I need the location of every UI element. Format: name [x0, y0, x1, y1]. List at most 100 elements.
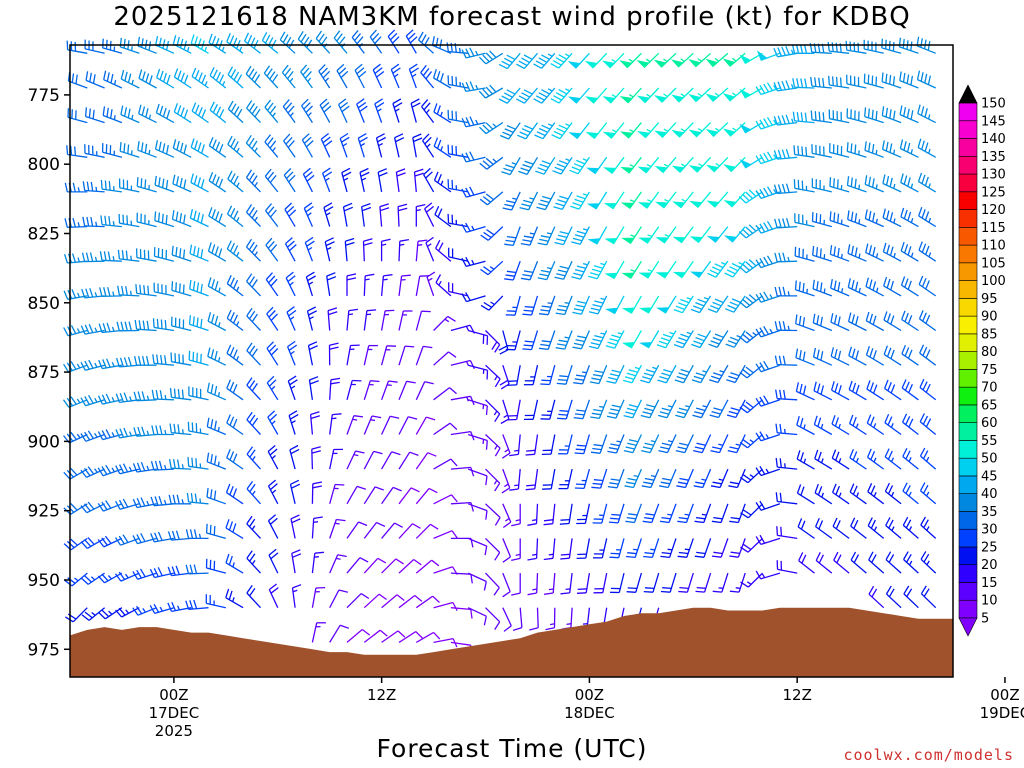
colorbar-segment [958, 120, 978, 139]
colorbar-segment [958, 422, 978, 441]
wind-barb [706, 191, 729, 208]
wind-barb [99, 251, 122, 262]
wind-barb [189, 208, 209, 228]
wind-barb [133, 356, 157, 366]
wind-barb [848, 414, 867, 436]
wind-barb [739, 364, 763, 379]
wind-barb [450, 501, 475, 512]
wind-barb [415, 310, 431, 331]
wind-barb [584, 52, 608, 69]
wind-barb [171, 210, 192, 228]
wind-barb [433, 422, 458, 436]
wind-barb [722, 52, 746, 67]
wind-barb [688, 52, 712, 68]
wind-barb [543, 503, 556, 526]
wind-barb [740, 572, 763, 588]
wind-barb [504, 226, 521, 247]
wind-barb [567, 87, 590, 104]
wind-barb [363, 593, 387, 609]
wind-barb [864, 209, 884, 228]
wind-barb [283, 133, 296, 158]
colorbar-label: 130 [981, 168, 1006, 183]
wind-barb [363, 629, 388, 643]
wind-barb [710, 468, 729, 489]
wind-barb [173, 103, 192, 124]
colorbar-label: 60 [981, 416, 998, 431]
wind-barb [329, 589, 348, 608]
wind-barb [264, 99, 279, 124]
colorbar-segment [958, 404, 978, 423]
colorbar-label: 90 [981, 310, 998, 325]
wind-barb [850, 517, 867, 539]
wind-barb [709, 364, 729, 384]
wind-barb [867, 517, 885, 539]
wind-barb [603, 191, 625, 210]
wind-barb [529, 607, 539, 631]
y-tick-label: 975 [28, 640, 60, 660]
wind-barb [774, 355, 798, 366]
wind-barb [881, 72, 902, 89]
wind-barb [538, 330, 556, 351]
wind-barb [342, 202, 354, 227]
wind-barb [638, 226, 660, 244]
wind-barb [167, 530, 192, 541]
wind-barb [511, 503, 521, 527]
wind-barb [356, 98, 368, 123]
wind-barb [100, 215, 122, 228]
wind-barb [868, 551, 885, 574]
wind-barb [655, 226, 677, 244]
wind-barb [775, 492, 798, 505]
colorbar-segment [958, 564, 978, 583]
y-tick-label: 850 [28, 294, 60, 314]
wind-barb [381, 522, 403, 539]
wind-barb [688, 87, 712, 103]
wind-barb [375, 133, 387, 158]
wind-barb [380, 345, 397, 366]
wind-barb [321, 167, 333, 193]
wind-barb [102, 106, 123, 124]
wind-barb [98, 607, 123, 620]
wind-barb [571, 226, 590, 245]
wind-barb [84, 107, 105, 124]
wind-barb [318, 64, 331, 89]
wind-barb [346, 485, 366, 505]
colorbar-segment [958, 244, 978, 264]
wind-barb [552, 156, 573, 175]
wind-barb [847, 278, 867, 297]
wind-barb [900, 173, 919, 193]
wind-barb [346, 450, 365, 470]
wind-barb [461, 81, 486, 93]
wind-barb [265, 203, 279, 227]
wind-barb [643, 572, 660, 593]
wind-barb [831, 449, 850, 470]
colorbar-segment [958, 155, 978, 175]
wind-barb [553, 191, 573, 211]
wind-barb [509, 434, 521, 457]
wind-barb [574, 468, 591, 490]
wind-barb [479, 122, 504, 135]
wind-barb [537, 260, 556, 281]
wind-barb [573, 399, 591, 420]
wind-barb [246, 273, 261, 297]
wind-barb [246, 307, 261, 331]
wind-barb [225, 519, 244, 539]
colorbar-label: 30 [981, 523, 998, 538]
wind-barb [755, 186, 781, 200]
wind-barb [794, 246, 815, 262]
wind-barb [207, 277, 227, 297]
wind-barb [461, 186, 486, 198]
wind-barb [171, 281, 192, 297]
wind-barb [379, 203, 390, 227]
wind-barb [425, 236, 435, 262]
wind-barb [833, 551, 850, 574]
wind-barb [755, 465, 781, 477]
wind-barb [390, 63, 401, 89]
wind-barb [542, 468, 556, 490]
wind-barb [226, 344, 244, 366]
wind-barb [154, 211, 175, 228]
credit-link[interactable]: coolwx.com/models [843, 746, 1014, 764]
wind-barb [813, 415, 833, 436]
wind-barb [793, 145, 815, 158]
wind-barb [755, 534, 781, 546]
wind-barb [97, 464, 123, 477]
